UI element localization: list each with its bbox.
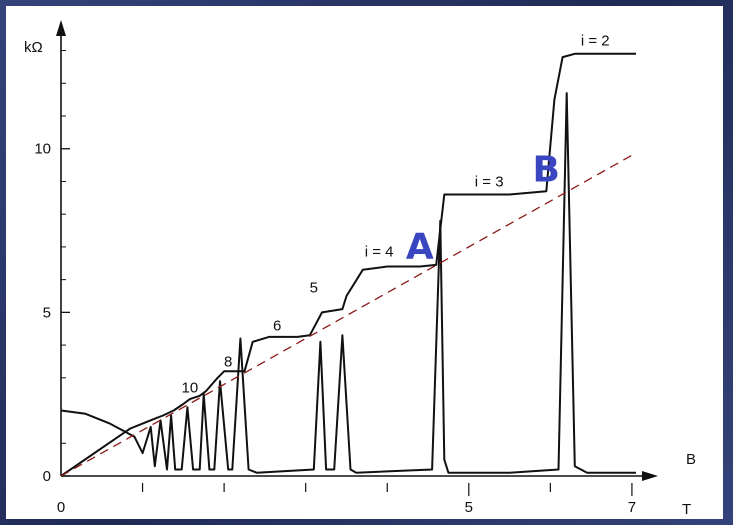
plateau-label: 8 (224, 353, 232, 370)
hall-resistance-curve (60, 52, 636, 477)
y-axis-arrowhead (56, 20, 66, 36)
y-tick-label: 0 (43, 468, 51, 485)
x-tick-label: 5 (465, 499, 473, 516)
y-tick-label: 5 (43, 304, 51, 321)
y-tick-label: 10 (34, 141, 51, 158)
y-major-ticks (61, 148, 70, 477)
x-ticks (141, 483, 633, 496)
y-axis-unit-label: kΩ (24, 39, 43, 56)
marker-b: B (533, 149, 560, 190)
data-series (60, 52, 636, 477)
plateau-label: i = 2 (581, 33, 610, 50)
dashed-reference-line (60, 154, 633, 477)
plateau-labels: 10 8 6 5 i = 4 i = 3 i = 2 (182, 33, 610, 397)
plateau-label: 5 (310, 280, 318, 297)
x-axis-symbol-label: B (686, 451, 696, 468)
plateau-label: i = 3 (475, 173, 504, 190)
x-axis-arrowhead (642, 471, 658, 481)
markers: AB (406, 149, 560, 267)
x-tick-labels: 0 5 7 (57, 499, 636, 516)
plateau-label: 10 (182, 380, 199, 397)
plateau-label: i = 4 (365, 244, 394, 261)
y-tick-labels: 0 5 10 (34, 141, 51, 485)
marker-a: A (406, 226, 434, 267)
plateau-label: 6 (273, 317, 281, 334)
x-axis-unit-label: T (682, 501, 691, 518)
axes: 0 5 10 0 5 7 kΩ B T (24, 20, 696, 518)
longitudinal-resistance-curve (60, 92, 636, 474)
y-minor-ticks (61, 50, 66, 444)
x-tick-label: 0 (57, 499, 65, 516)
x-tick-label: 7 (628, 499, 636, 516)
